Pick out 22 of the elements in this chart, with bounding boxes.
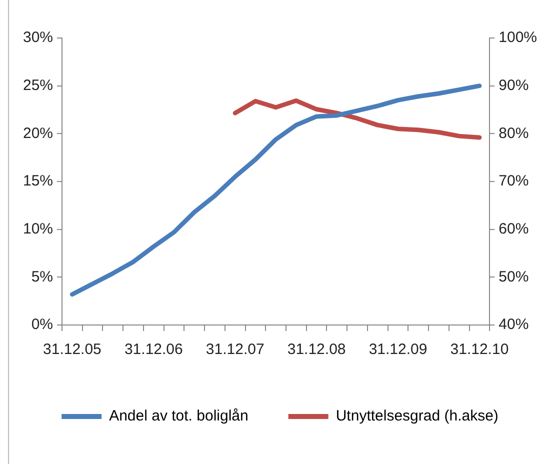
y-tick-label: 0%: [31, 316, 54, 334]
y2-tick-label: 80%: [498, 124, 529, 142]
x-tick-label: 31.12.09: [368, 341, 428, 358]
y-tick-label: 15%: [22, 172, 54, 190]
y2-tick-label: 40%: [498, 316, 529, 334]
y-tick-label: 20%: [22, 124, 54, 142]
y-tick-label: 30%: [22, 29, 54, 46]
y-tick-label: 10%: [22, 220, 54, 238]
y2-tick-label: 60%: [498, 220, 529, 238]
x-tick-label: 31.12.05: [43, 341, 102, 358]
y2-tick-label: 90%: [498, 76, 529, 94]
x-tick-label: 31.12.06: [124, 341, 183, 358]
y-tick-label: 5%: [31, 268, 54, 286]
legend-label: Andel av tot. boliglån: [109, 408, 248, 425]
y2-tick-label: 70%: [498, 172, 529, 190]
x-tick-label: 31.12.10: [450, 341, 509, 358]
x-tick-label: 31.12.08: [287, 341, 346, 358]
y2-tick-label: 50%: [498, 268, 529, 286]
legend-label: Utnyttelsesgrad (h.akse): [336, 408, 498, 425]
y2-tick-label: 100%: [498, 29, 538, 46]
y-tick-label: 25%: [22, 76, 54, 94]
x-tick-label: 31.12.07: [206, 341, 264, 358]
